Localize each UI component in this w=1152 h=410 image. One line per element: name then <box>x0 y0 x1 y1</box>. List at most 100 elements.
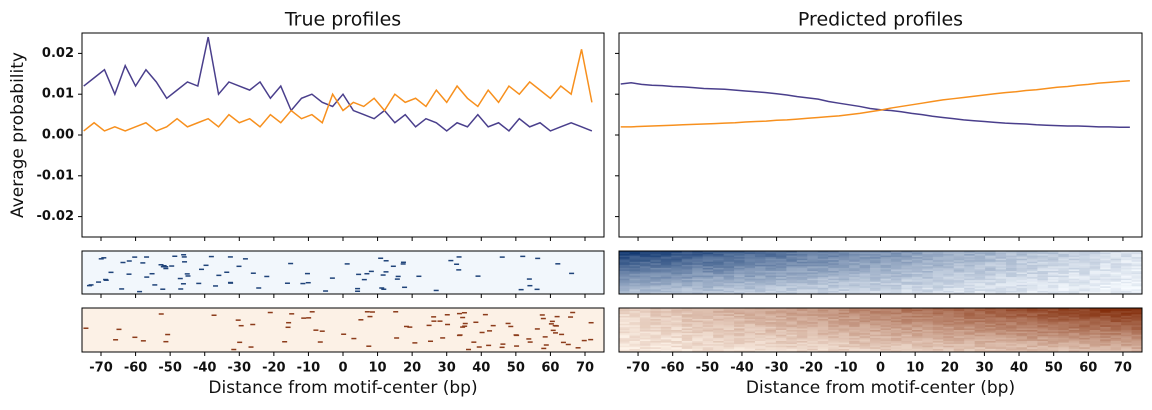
heatmap-cell <box>901 287 913 290</box>
heatmap-cell <box>660 326 672 329</box>
heatmap-cell <box>1079 283 1091 286</box>
heatmap-cell <box>681 334 693 337</box>
heatmap-cell <box>775 339 787 342</box>
heatmap-cell <box>734 308 746 311</box>
heatmap-cell <box>723 286 735 289</box>
heatmap-cell <box>671 281 683 284</box>
heatmap-cell <box>1068 312 1080 315</box>
heatmap-cell <box>702 337 714 340</box>
heatmap-cell <box>901 263 913 266</box>
heatmap-cell <box>713 280 725 283</box>
heatmap-cell <box>702 333 714 336</box>
heatmap-cell <box>454 263 460 265</box>
heatmap-cell <box>901 284 913 287</box>
heatmap-cell <box>1006 328 1017 331</box>
heatmap-cell <box>849 326 861 329</box>
heatmap-cell <box>744 261 756 264</box>
heatmap-cell <box>786 270 798 273</box>
heatmap-cell <box>629 325 641 328</box>
heatmap-cell <box>786 275 798 278</box>
heatmap-cell <box>817 309 829 312</box>
heatmap-cell <box>849 260 861 263</box>
heatmap-cell <box>880 345 892 348</box>
heatmap-cell <box>1026 289 1038 292</box>
heatmap-cell <box>713 263 725 266</box>
heatmap-cell <box>953 258 965 261</box>
heatmap-cell <box>817 281 829 284</box>
heatmap-cell <box>890 258 902 261</box>
heatmap-cell <box>639 328 651 331</box>
heatmap-cell <box>911 317 923 320</box>
heatmap-cell <box>744 314 756 317</box>
heatmap-cell <box>859 348 871 351</box>
heatmap-cell <box>943 277 955 280</box>
heatmap-cell <box>1037 336 1049 339</box>
heatmap-cell <box>838 337 850 340</box>
heatmap-cell <box>723 275 735 278</box>
heatmap-cell <box>1131 312 1143 315</box>
heatmap-cell <box>985 342 997 345</box>
heatmap-cell <box>681 263 693 266</box>
heatmap-cell <box>817 260 829 263</box>
heatmap-cell <box>723 347 735 350</box>
heatmap-cell <box>964 314 976 317</box>
heatmap-cell <box>1068 322 1080 325</box>
heatmap-cell <box>765 320 777 323</box>
heatmap-cell <box>713 326 725 329</box>
heatmap-cell <box>355 287 361 290</box>
heatmap-cell <box>775 315 787 318</box>
heatmap-cell <box>681 287 693 290</box>
heatmap-cell <box>754 339 766 342</box>
heatmap-cell <box>639 290 651 293</box>
heatmap-cell <box>702 331 714 334</box>
heatmap-cell <box>1068 280 1080 283</box>
heatmap-cell <box>932 289 944 292</box>
heatmap-cell <box>786 290 798 293</box>
heatmap-cell <box>1068 309 1080 312</box>
heatmap-cell <box>639 278 651 281</box>
heatmap-cell <box>1121 320 1133 323</box>
heatmap-cell <box>650 315 662 318</box>
heatmap-cell <box>702 275 714 278</box>
heatmap-cell <box>1037 330 1049 333</box>
heatmap-cell <box>1089 333 1101 336</box>
heatmap-cell <box>838 314 850 317</box>
heatmap-cell <box>660 251 672 254</box>
heatmap-cell <box>828 257 840 260</box>
heatmap-cell <box>870 257 881 260</box>
heatmap-cell <box>671 333 683 336</box>
heatmap-cell <box>985 317 997 320</box>
heatmap-cell <box>681 269 693 272</box>
heatmap-cell <box>1068 267 1080 270</box>
heatmap-cell <box>911 267 923 270</box>
heatmap-cell <box>765 341 777 344</box>
heatmap-cell <box>890 286 902 289</box>
heatmap-cell <box>144 256 150 258</box>
heatmap-cell <box>639 286 651 289</box>
heatmap-cell <box>1089 344 1101 347</box>
heatmap-cell <box>1037 254 1049 257</box>
heatmap-cell <box>660 264 672 267</box>
heatmap-cell <box>1131 280 1143 283</box>
heatmap-cell <box>828 339 840 342</box>
heatmap-cell <box>786 266 798 269</box>
heatmap-cell <box>1121 266 1133 269</box>
heatmap-cell <box>702 334 714 337</box>
heatmap-cell <box>1037 252 1049 255</box>
heatmap-cell <box>765 286 777 289</box>
heatmap-cell <box>713 348 725 351</box>
heatmap-cell <box>828 322 840 325</box>
heatmap-cell <box>796 341 808 344</box>
heatmap-cell <box>1068 254 1080 257</box>
heatmap-cell <box>1026 325 1038 328</box>
heatmap-cell <box>723 326 735 329</box>
heatmap-cell <box>964 267 976 270</box>
heatmap-cell <box>807 274 819 277</box>
heatmap-cell <box>922 331 934 334</box>
x-tick-label: 70 <box>1114 361 1132 376</box>
heatmap-cell <box>660 283 672 286</box>
heatmap-cell <box>775 322 787 325</box>
heatmap-cell <box>964 348 976 351</box>
heatmap-cell <box>744 280 756 283</box>
heatmap-cell <box>734 347 746 350</box>
